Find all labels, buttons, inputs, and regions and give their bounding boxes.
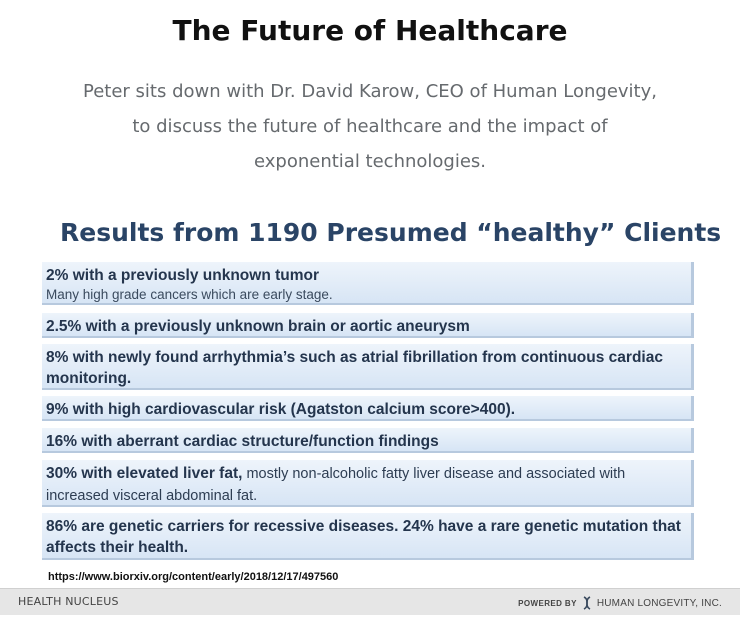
result-sub: Many high grade cancers which are early … xyxy=(46,287,333,302)
result-main: 2.5% with a previously unknown brain or … xyxy=(46,318,470,335)
result-main: 9% with high cardiovascular risk (Agatst… xyxy=(46,401,516,418)
result-box-liver-fat: 30% with elevated liver fat, mostly non-… xyxy=(42,460,694,507)
result-main: 2% with a previously unknown tumor xyxy=(46,267,320,284)
footer-left-brand: HEALTH NUCLEUS xyxy=(18,595,119,608)
source-link[interactable]: https://www.biorxiv.org/content/early/20… xyxy=(48,571,339,583)
intro-text: Peter sits down with Dr. David Karow, CE… xyxy=(83,81,657,172)
result-main: 30% with elevated liver fat, mostly non-… xyxy=(46,463,685,507)
result-main: 16% with aberrant cardiac structure/func… xyxy=(46,433,439,450)
slide-footer: HEALTH NUCLEUS POWERED BY HUMAN LONGEVIT… xyxy=(0,588,740,615)
slide-heading: Results from 1190 Presumed “healthy” Cli… xyxy=(60,218,722,247)
result-inline-sub: mostly non-alcoholic fatty liver disease… xyxy=(46,466,626,504)
powered-by-label: POWERED BY xyxy=(518,598,577,608)
result-main: 86% are genetic carriers for recessive d… xyxy=(46,518,681,556)
page-title: The Future of Healthcare xyxy=(172,14,568,47)
result-box-genetic: 86% are genetic carriers for recessive d… xyxy=(42,513,694,560)
human-longevity-label: HUMAN LONGEVITY, INC. xyxy=(596,597,722,609)
dna-helix-icon xyxy=(583,596,591,610)
result-box-cardiovascular: 9% with high cardiovascular risk (Agatst… xyxy=(42,396,694,421)
footer-right-brand: POWERED BY HUMAN LONGEVITY, INC. xyxy=(518,596,722,610)
result-box-cardiac-structure: 16% with aberrant cardiac structure/func… xyxy=(42,428,694,453)
result-main: 8% with newly found arrhythmia’s such as… xyxy=(46,349,663,387)
result-main-bold: 30% with elevated liver fat, xyxy=(46,465,243,482)
result-box-tumor: 2% with a previously unknown tumor Many … xyxy=(42,262,694,305)
result-box-arrhythmia: 8% with newly found arrhythmia’s such as… xyxy=(42,344,694,390)
result-box-aneurysm: 2.5% with a previously unknown brain or … xyxy=(42,313,694,338)
